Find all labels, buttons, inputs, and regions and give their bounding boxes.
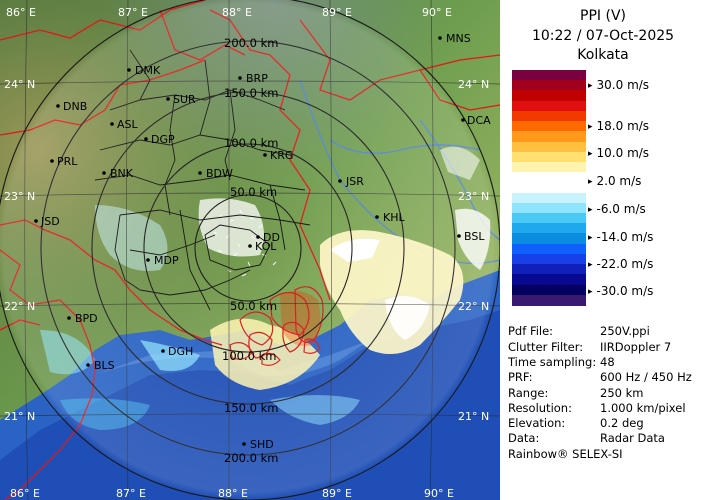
lon-label-90-bottom: 90° E [424, 487, 454, 500]
meta-range: Range: 250 km [508, 386, 644, 400]
scale-swatch [512, 70, 586, 81]
scale-swatch [512, 284, 586, 296]
scale-swatch [512, 131, 586, 143]
scale-swatch [512, 121, 586, 132]
lon-label-89-bottom: 89° E [322, 487, 352, 500]
scan-datetime: 10:22 / 07-Oct-2025 [531, 28, 675, 44]
station-SHD: SHD [250, 438, 274, 451]
graticule-labels: 86° E 87° E 88° E 89° E 90° E 86° E 87° … [4, 6, 489, 500]
station-BPD: BPD [75, 312, 98, 325]
scale-label-18: 18.0 m/s [588, 119, 650, 133]
lon-label-86-top: 86° E [6, 6, 36, 19]
lon-label-87-bottom: 87° E [116, 487, 146, 500]
station-KRG: KRG [270, 149, 293, 162]
lon-label-89-top: 89° E [322, 6, 352, 19]
ring-label-north-100: 100.0 km [224, 136, 278, 150]
lat-label-23-right: 23° N [458, 190, 489, 203]
scale-label-neg6: -6.0 m/s [588, 202, 646, 216]
station-KHL: KHL [383, 211, 405, 224]
station-DCA: DCA [467, 114, 491, 127]
lon-label-88-bottom: 88° E [218, 487, 248, 500]
station-BLS: BLS [94, 359, 115, 372]
station-DGP: DGP [151, 133, 175, 146]
scale-swatch [512, 192, 586, 204]
meta-prf: PRF: 600 Hz / 450 Hz [508, 370, 692, 384]
lon-label-88-top: 88° E [222, 6, 252, 19]
ring-label-south-200: 200.0 km [224, 451, 278, 465]
lat-label-24-left: 24° N [4, 78, 35, 91]
scale-swatch [512, 274, 586, 286]
station-BSL: BSL [464, 230, 485, 243]
scale-swatch [512, 264, 586, 275]
station-BNK: BNK [110, 167, 134, 180]
station-DGH: DGH [168, 345, 193, 358]
scale-swatch [512, 223, 586, 235]
scale-swatch [512, 100, 586, 112]
station-KOL: KOL [255, 240, 277, 253]
velocity-color-scale [512, 70, 586, 306]
radar-map: 200.0 km 150.0 km 100.0 km 50.0 km 50.0 … [0, 0, 500, 500]
scale-label-10: 10.0 m/s [588, 146, 650, 160]
scale-swatch [512, 161, 586, 173]
station-DD: DD [263, 231, 280, 244]
scale-swatch [512, 294, 586, 306]
scale-swatch [512, 80, 586, 92]
ring-label-south-150: 150.0 km [224, 401, 278, 415]
station-DMK: DMK [135, 64, 161, 77]
station-markers: MNS DMK BRP DNB SUR ASL DCA DGP KRG PRL … [34, 32, 491, 451]
meta-resolution: Resolution: 1.000 km/pixel [508, 401, 686, 415]
scale-swatch [512, 110, 586, 122]
scale-label-2: 2.0 m/s [588, 174, 642, 188]
scale-swatch [512, 182, 586, 194]
lat-label-22-left: 22° N [4, 300, 35, 313]
range-ring-labels: 200.0 km 150.0 km 100.0 km 50.0 km 50.0 … [222, 36, 278, 465]
product-title: PPI (V) [580, 8, 626, 24]
meta-time-sampling: Time sampling: 48 [508, 355, 615, 369]
info-panel: PPI (V) 10:22 / 07-Oct-2025 Kolkata 30.0… [500, 0, 706, 500]
vendor-credit: Rainbow® SELEX-SI [508, 447, 623, 461]
scale-swatch [512, 172, 586, 183]
ring-label-north-150: 150.0 km [224, 86, 278, 100]
station-ASL: ASL [117, 118, 139, 131]
lat-label-22-right: 22° N [458, 300, 489, 313]
ring-label-south-50: 50.0 km [230, 299, 277, 313]
lat-label-21-left: 21° N [4, 410, 35, 423]
lat-label-21-right: 21° N [458, 410, 489, 423]
station-MDP: MDP [154, 254, 179, 267]
station-DNB: DNB [63, 100, 87, 113]
scale-label-neg30: -30.0 m/s [588, 284, 654, 298]
lat-label-23-left: 23° N [4, 190, 35, 203]
ring-label-north-50: 50.0 km [230, 185, 277, 199]
station-BDW: BDW [206, 167, 233, 180]
station-PRL: PRL [57, 155, 78, 168]
meta-elevation: Elevation: 0.2 deg [508, 416, 644, 430]
station-MNS: MNS [446, 32, 471, 45]
meta-data: Data: Radar Data [508, 431, 665, 445]
lat-label-24-right: 24° N [458, 78, 489, 91]
scale-swatch [512, 243, 586, 255]
scale-swatch [512, 90, 586, 102]
scale-label-neg22: -22.0 m/s [588, 257, 654, 271]
radar-site: Kolkata [577, 47, 629, 63]
station-BRP: BRP [246, 72, 268, 85]
station-JSD: JSD [40, 215, 60, 228]
ring-label-south-100: 100.0 km [222, 349, 276, 363]
scale-swatch [512, 151, 586, 163]
scale-label-30: 30.0 m/s [588, 78, 650, 92]
meta-pdf-file: Pdf File: 250V.ppi [508, 324, 650, 338]
lon-label-90-top: 90° E [422, 6, 452, 19]
scale-swatch [512, 202, 586, 214]
scale-swatch [512, 253, 586, 265]
ring-label-north-200: 200.0 km [224, 36, 278, 50]
station-JSR: JSR [345, 175, 364, 188]
scale-swatch [512, 233, 586, 245]
lon-label-86-bottom: 86° E [10, 487, 40, 500]
scale-swatch [512, 213, 586, 224]
station-SUR: SUR [173, 93, 196, 106]
scale-swatch [512, 141, 586, 153]
scale-label-neg14: -14.0 m/s [588, 230, 654, 244]
meta-clutter-filter: Clutter Filter: IIRDoppler 7 [508, 340, 672, 354]
lon-label-87-top: 87° E [118, 6, 148, 19]
